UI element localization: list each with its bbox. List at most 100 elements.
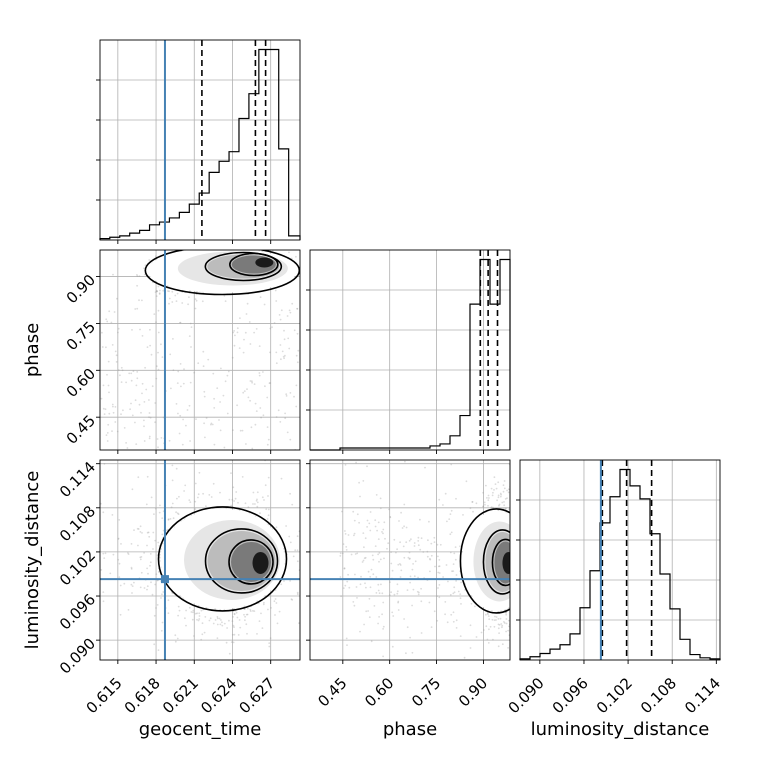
scatter-point	[450, 463, 453, 466]
contour-line-3	[204, 251, 283, 282]
contour-line-4	[228, 539, 274, 585]
scatter-point	[377, 622, 379, 625]
scatter-point	[225, 641, 228, 644]
scatter-point	[159, 556, 161, 559]
scatter-point	[292, 555, 295, 558]
scatter-point	[260, 612, 262, 615]
scatter-point	[296, 535, 299, 538]
scatter-point	[488, 497, 490, 499]
scatter-point	[156, 290, 158, 293]
scatter-point	[518, 592, 520, 594]
scatter-point	[344, 464, 347, 466]
scatter-point	[130, 402, 132, 405]
scatter-point	[513, 566, 515, 568]
scatter-point	[397, 609, 400, 611]
scatter-point	[155, 290, 158, 292]
scatter-point	[130, 543, 133, 545]
scatter-point	[145, 503, 148, 506]
scatter-point	[417, 540, 420, 542]
scatter-point	[269, 637, 272, 639]
scatter-point	[154, 539, 157, 542]
scatter-point	[256, 633, 258, 635]
scatter-point	[216, 617, 219, 620]
scatter-point	[152, 531, 155, 534]
scatter-point	[157, 309, 160, 312]
scatter-point	[512, 524, 514, 526]
scatter-point	[399, 563, 401, 565]
scatter-point	[284, 412, 286, 415]
scatter-point	[107, 384, 110, 387]
scatter-point	[233, 612, 236, 615]
scatter-point	[191, 618, 194, 621]
scatter-point	[384, 537, 386, 540]
scatter-point	[103, 413, 106, 415]
scatter-point	[361, 561, 364, 563]
scatter-point	[149, 344, 152, 347]
scatter-point	[153, 513, 155, 515]
scatter-point	[210, 246, 212, 248]
x-tick-label-phase: 0.75	[408, 674, 444, 710]
scatter-point	[513, 524, 515, 526]
scatter-point	[204, 436, 206, 439]
scatter-point	[279, 318, 282, 321]
scatter-point	[295, 384, 298, 387]
scatter-point	[267, 495, 269, 497]
scatter-point	[445, 564, 448, 566]
scatter-point	[512, 512, 514, 514]
scatter-point	[487, 504, 489, 507]
scatter-point	[280, 477, 283, 480]
scatter-point	[143, 440, 146, 442]
scatter-point	[182, 382, 185, 385]
scatter-point	[340, 595, 342, 598]
scatter-point	[521, 585, 523, 587]
scatter-point	[375, 592, 378, 594]
scatter-point	[343, 567, 346, 570]
scatter-point	[245, 613, 248, 616]
scatter-point	[400, 569, 403, 572]
scatter-point	[237, 501, 239, 504]
contour-line-3	[204, 528, 279, 594]
scatter-point	[454, 546, 457, 548]
scatter-point	[157, 446, 159, 449]
scatter-point	[279, 237, 281, 239]
scatter-point	[344, 533, 347, 535]
scatter-point	[149, 553, 152, 555]
scatter-point	[177, 412, 179, 415]
scatter-point	[503, 504, 506, 507]
scatter-point	[186, 409, 189, 411]
scatter-point	[502, 484, 505, 487]
scatter-point	[183, 490, 186, 492]
scatter-point	[208, 619, 211, 622]
scatter-point	[138, 403, 141, 406]
scatter-point	[147, 572, 149, 575]
scatter-point	[194, 298, 197, 300]
scatter-point	[252, 491, 255, 494]
scatter-point	[279, 421, 282, 423]
scatter-point	[158, 511, 161, 514]
scatter-point	[139, 525, 142, 528]
scatter-point	[396, 548, 398, 551]
scatter-point	[218, 419, 220, 421]
scatter-point	[359, 583, 362, 586]
scatter-point	[196, 618, 198, 621]
scatter-point	[141, 335, 144, 337]
scatter-point	[160, 437, 163, 439]
x-axis-label-geocent_time: geocent_time	[139, 719, 262, 740]
scatter-point	[112, 405, 114, 408]
scatter-point	[471, 501, 474, 503]
scatter-point	[358, 481, 360, 484]
scatter-point	[501, 643, 504, 646]
scatter-point	[118, 576, 121, 578]
scatter-point	[353, 519, 356, 522]
scatter-point	[359, 630, 361, 633]
scatter-point	[356, 552, 359, 555]
scatter-point	[160, 597, 162, 599]
scatter-point	[197, 619, 200, 622]
scatter-point	[168, 439, 171, 442]
scatter-point	[494, 615, 496, 618]
scatter-point	[503, 480, 506, 482]
scatter-point	[250, 426, 253, 429]
scatter-point	[448, 518, 451, 520]
scatter-point	[485, 613, 487, 616]
y-tick-label-phase: 0.60	[63, 365, 99, 401]
